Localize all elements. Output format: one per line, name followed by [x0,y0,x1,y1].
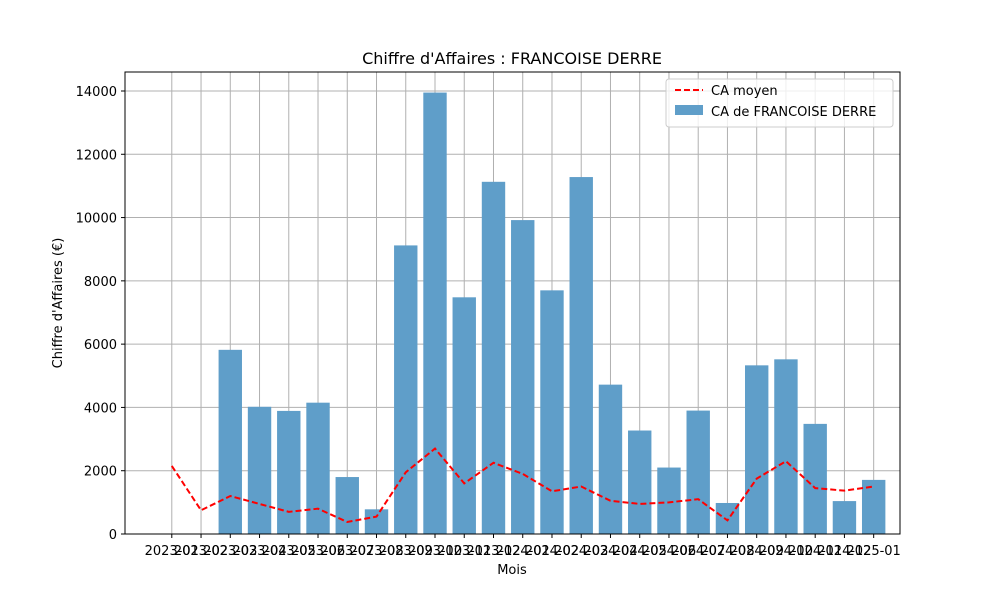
x-tick-label: 2023-11 [437,544,491,559]
bar-2024-10 [774,359,798,534]
x-tick-label: 2024-01 [496,544,550,559]
bar-2023-08 [364,509,389,534]
bar-2024-02 [540,290,564,534]
y-axis-label: Chiffre d'Affaires (€) [51,238,66,369]
bar-2024-07 [686,410,710,534]
bar-2024-01 [511,220,535,535]
x-tick-label: 2024-03 [554,544,608,559]
legend-box [665,78,894,128]
x-tick-label: 2024-08 [700,544,754,559]
line-ca-moyen [170,447,874,524]
x-tick-label: 2024-04 [583,544,637,559]
x-tick-label: 2023-04 [232,544,286,559]
bar-2024-08 [715,502,740,534]
plot-frame [124,71,901,535]
y-axis-ticks: 0 2000 4000 6000 8000 10000 12000 14000 [76,85,125,543]
y-tick-label: 0 [109,528,117,543]
bar-2023-04 [247,406,272,534]
x-tick-label: 2024-07 [671,544,725,559]
x-tick-label: 2023-10 [408,544,462,559]
bar-2024-03 [569,177,593,534]
x-tick-label: 2024-06 [642,544,696,559]
x-tick-label: 2024-12 [817,544,871,559]
x-tick-label: 2024-09 [730,544,784,559]
x-axis-label: Mois [497,563,527,578]
bar-2024-04 [598,384,623,534]
bar-2023-10 [423,92,447,535]
x-tick-label: 2023-01 [145,544,199,559]
bar-2024-05 [628,430,652,534]
line-series [170,447,874,524]
legend-label-ca-moyen: CA moyen [711,84,778,99]
bar-2023-09 [394,245,418,535]
x-tick-label: 2024-02 [525,544,579,559]
x-tick-label: 2023-06 [291,544,345,559]
y-tick-label: 2000 [84,465,117,480]
legend-swatch-ca-francoise-derre [675,105,703,115]
chart-title: Chiffre d'Affaires : FRANCOISE DERRE [362,49,662,68]
x-tick-label: 2023-02 [174,544,228,559]
bar-2023-03 [218,349,242,534]
x-tick-label: 2025-01 [847,544,901,559]
legend-label-ca-francoise-derre: CA de FRANCOISE DERRE [711,105,876,120]
y-tick-label: 6000 [84,338,117,353]
x-tick-label: 2023-08 [349,544,403,559]
y-tick-label: 4000 [84,401,117,416]
x-tick-label: 2024-11 [788,544,842,559]
x-tick-label: 2024-10 [759,544,813,559]
y-tick-label: 10000 [76,212,117,227]
bar-2023-12 [481,181,506,534]
bar-2023-11 [452,297,476,534]
bar-2025-01 [861,479,886,534]
bar-2024-06 [657,467,681,534]
x-axis-ticks: 2023-012023-022023-032023-042023-052023-… [145,534,901,559]
x-tick-label: 2023-05 [262,544,316,559]
bar-2023-06 [306,402,330,534]
y-tick-label: 8000 [84,275,117,290]
x-tick-label: 2023-07 [320,544,374,559]
bar-2023-07 [335,477,359,534]
bar-2024-12 [832,501,857,534]
x-tick-label: 2023-09 [379,544,433,559]
x-tick-label: 2024-05 [613,544,667,559]
y-tick-label: 14000 [76,85,117,100]
x-tick-label: 2023-03 [203,544,257,559]
bar-2024-11 [803,423,827,534]
y-tick-label: 12000 [76,148,117,163]
legend: CA moyen CA de FRANCOISE DERRE [665,78,894,128]
bar-2024-09 [745,365,769,534]
bar-2023-05 [277,410,301,534]
x-tick-label: 2023-12 [466,544,520,559]
